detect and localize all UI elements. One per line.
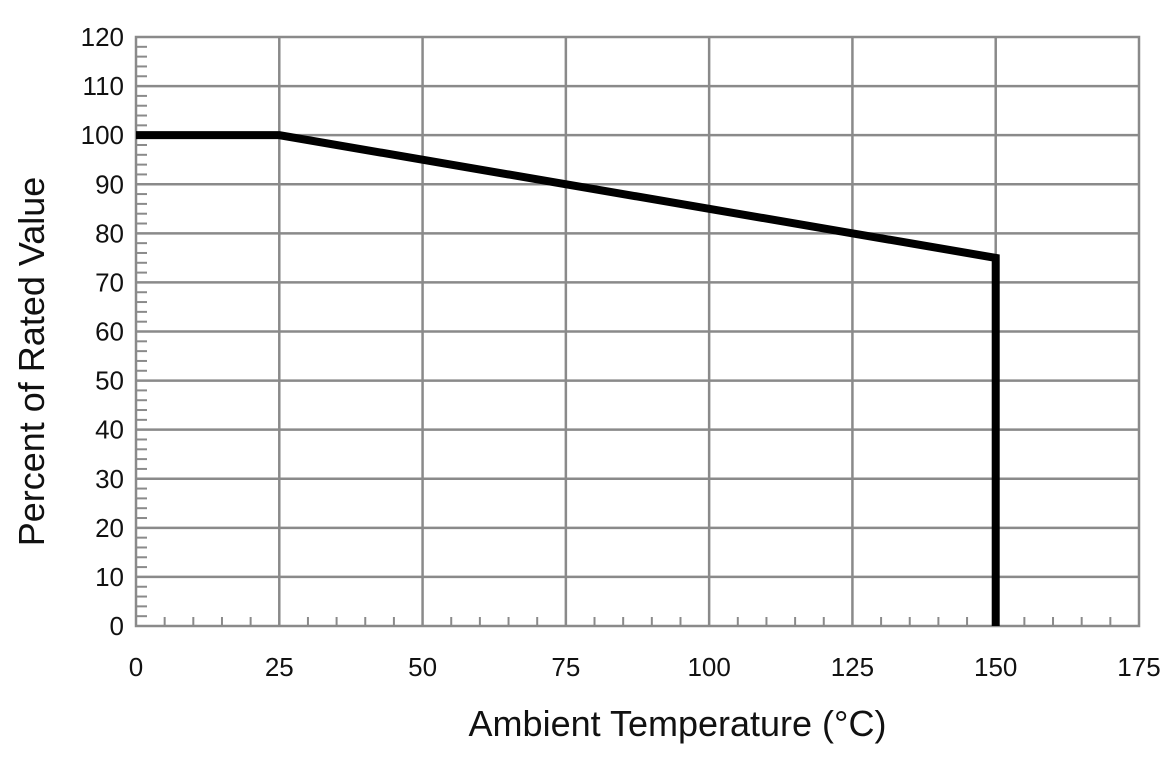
y-tick-label: 100 [81, 120, 124, 150]
y-tick-label: 80 [95, 218, 124, 248]
x-tick-labels: 0 25 50 75 100 125 150 175 [129, 652, 1161, 682]
plot-frame [134, 35, 1141, 628]
y-tick-label: 20 [95, 513, 124, 543]
y-tick-labels: 0 10 20 30 40 50 60 70 80 90 100 110 120 [81, 22, 124, 641]
x-tick-label: 0 [129, 652, 143, 682]
x-tick-label: 175 [1117, 652, 1160, 682]
grid-lines [136, 37, 1139, 626]
y-tick-label: 60 [95, 317, 124, 347]
y-tick-label: 0 [110, 611, 124, 641]
series-layer [136, 131, 1000, 626]
minor-ticks [136, 45, 1112, 626]
y-tick-label: 110 [83, 71, 124, 101]
y-tick-label: 40 [95, 415, 124, 445]
series-line-0 [136, 131, 1000, 626]
y-axis-title: Percent of Rated Value [11, 177, 52, 547]
y-tick-label: 90 [95, 169, 124, 199]
x-tick-label: 50 [408, 652, 437, 682]
x-tick-label: 100 [687, 652, 730, 682]
x-axis-title: Ambient Temperature (°C) [469, 703, 887, 744]
y-tick-label: 10 [95, 562, 124, 592]
y-tick-label: 50 [95, 366, 124, 396]
x-tick-label: 25 [265, 652, 294, 682]
x-tick-label: 150 [974, 652, 1017, 682]
x-tick-label: 125 [831, 652, 874, 682]
y-tick-label: 30 [95, 464, 124, 494]
y-tick-label: 70 [95, 267, 124, 297]
y-tick-label: 120 [81, 22, 124, 52]
x-tick-label: 75 [551, 652, 580, 682]
